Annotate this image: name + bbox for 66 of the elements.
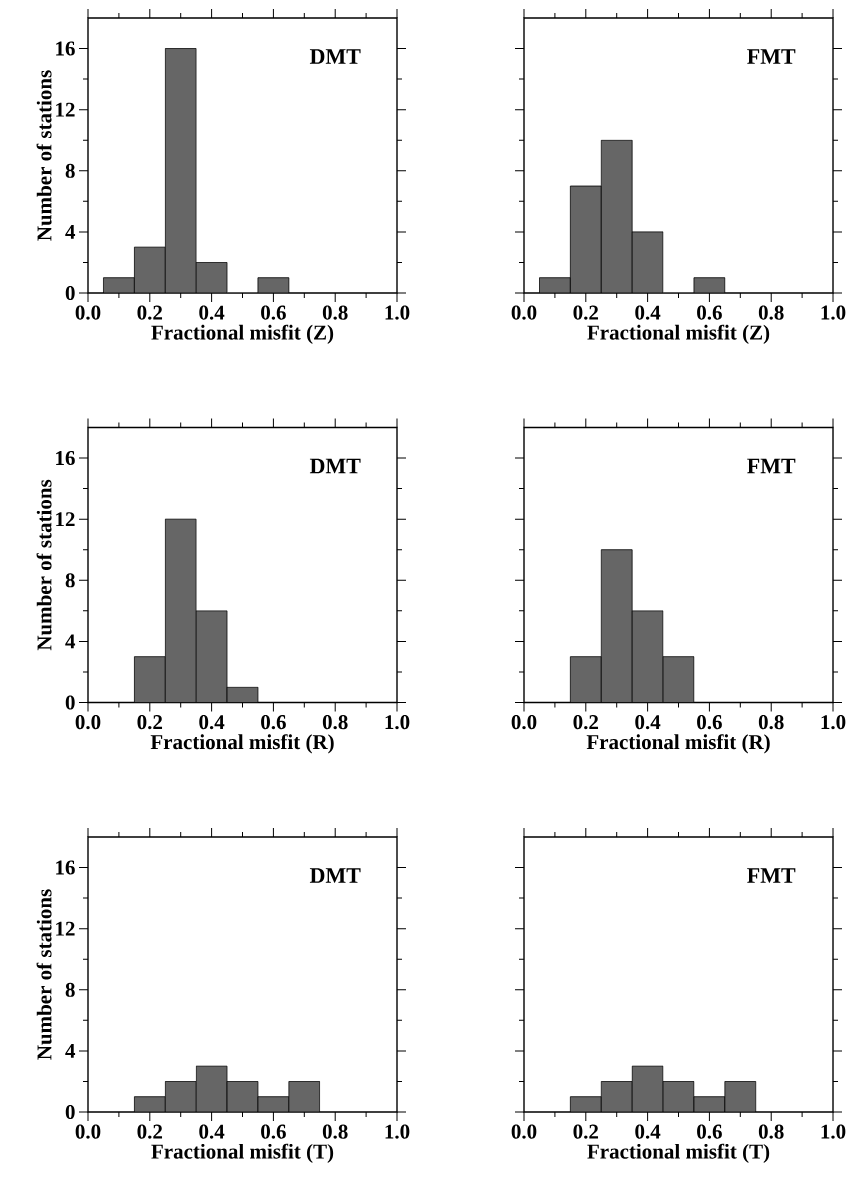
- x-tick-label: 0.6: [697, 715, 722, 730]
- x-tick-label: 0.4: [199, 1124, 225, 1139]
- annotation: DMT: [309, 868, 361, 883]
- x-tick-label: 1.0: [821, 715, 846, 730]
- x-tick-label: 0.4: [199, 305, 225, 320]
- y-axis-title: Number of stations: [36, 70, 52, 241]
- x-tick-label: 0.0: [75, 1124, 101, 1139]
- x-tick-label: 0.4: [635, 1124, 661, 1139]
- x-tick-label: 0.0: [511, 715, 537, 730]
- x-tick-label: 0.2: [137, 1124, 163, 1139]
- x-tick-label: 0.6: [261, 305, 286, 320]
- x-tick-label: 0.2: [573, 305, 599, 320]
- x-axis-title: Fractional misfit (T): [151, 1143, 334, 1163]
- x-tick-label: 0.8: [322, 1124, 348, 1139]
- y-tick-label: 8: [65, 982, 75, 997]
- y-tick-label: 8: [65, 163, 75, 178]
- x-tick-label: 0.0: [75, 305, 101, 320]
- y-tick-label: 16: [56, 860, 75, 875]
- x-tick-label: 0.4: [635, 305, 661, 320]
- x-tick-label: 0.2: [137, 305, 163, 320]
- x-tick-label: 0.2: [573, 1124, 599, 1139]
- x-tick-label: 0.2: [137, 715, 163, 730]
- x-axis-title: Fractional misfit (Z): [151, 324, 334, 344]
- x-tick-label: 0.8: [758, 305, 784, 320]
- x-tick-label: 0.4: [635, 715, 661, 730]
- x-tick-label: 1.0: [385, 305, 410, 320]
- annotation: DMT: [309, 458, 361, 474]
- x-axis-title: Fractional misfit (R): [586, 734, 770, 754]
- y-tick-label: 4: [65, 634, 76, 649]
- y-tick-label: 12: [56, 102, 75, 117]
- annotation: DMT: [309, 49, 361, 64]
- annotation: FMT: [747, 868, 796, 883]
- y-tick-label: 4: [65, 224, 76, 239]
- x-tick-label: 0.0: [511, 1124, 537, 1139]
- x-tick-label: 0.8: [758, 715, 784, 730]
- x-axis-title: Fractional misfit (Z): [587, 324, 770, 344]
- y-axis-title: Number of stations: [36, 889, 52, 1060]
- x-tick-label: 0.8: [322, 715, 348, 730]
- x-tick-label: 1.0: [821, 305, 846, 320]
- y-tick-label: 16: [56, 450, 75, 466]
- annotation: FMT: [747, 49, 796, 64]
- y-tick-label: 16: [56, 41, 75, 56]
- x-tick-label: 0.6: [697, 1124, 722, 1139]
- x-tick-label: 1.0: [385, 715, 410, 730]
- x-tick-label: 0.8: [758, 1124, 784, 1139]
- x-tick-label: 1.0: [821, 1124, 846, 1139]
- x-tick-label: 0.8: [322, 305, 348, 320]
- x-axis-title: Fractional misfit (R): [150, 734, 334, 754]
- y-tick-label: 4: [65, 1043, 76, 1058]
- x-axis-title: Fractional misfit (T): [587, 1143, 770, 1163]
- y-axis-title: Number of stations: [36, 479, 52, 651]
- y-tick-label: 8: [65, 573, 75, 588]
- x-tick-label: 1.0: [385, 1124, 410, 1139]
- y-tick-label: 0: [65, 695, 75, 710]
- x-tick-label: 0.6: [261, 715, 286, 730]
- x-tick-label: 0.2: [573, 715, 599, 730]
- x-tick-label: 0.6: [697, 305, 722, 320]
- x-tick-label: 0.4: [199, 715, 225, 730]
- y-tick-label: 12: [56, 921, 75, 936]
- y-tick-label: 12: [56, 512, 75, 527]
- annotation: FMT: [747, 458, 796, 474]
- x-tick-label: 0.6: [261, 1124, 286, 1139]
- y-tick-label: 0: [65, 285, 75, 301]
- x-tick-label: 0.0: [75, 715, 101, 730]
- x-tick-label: 0.0: [511, 305, 537, 320]
- y-tick-label: 0: [65, 1104, 75, 1120]
